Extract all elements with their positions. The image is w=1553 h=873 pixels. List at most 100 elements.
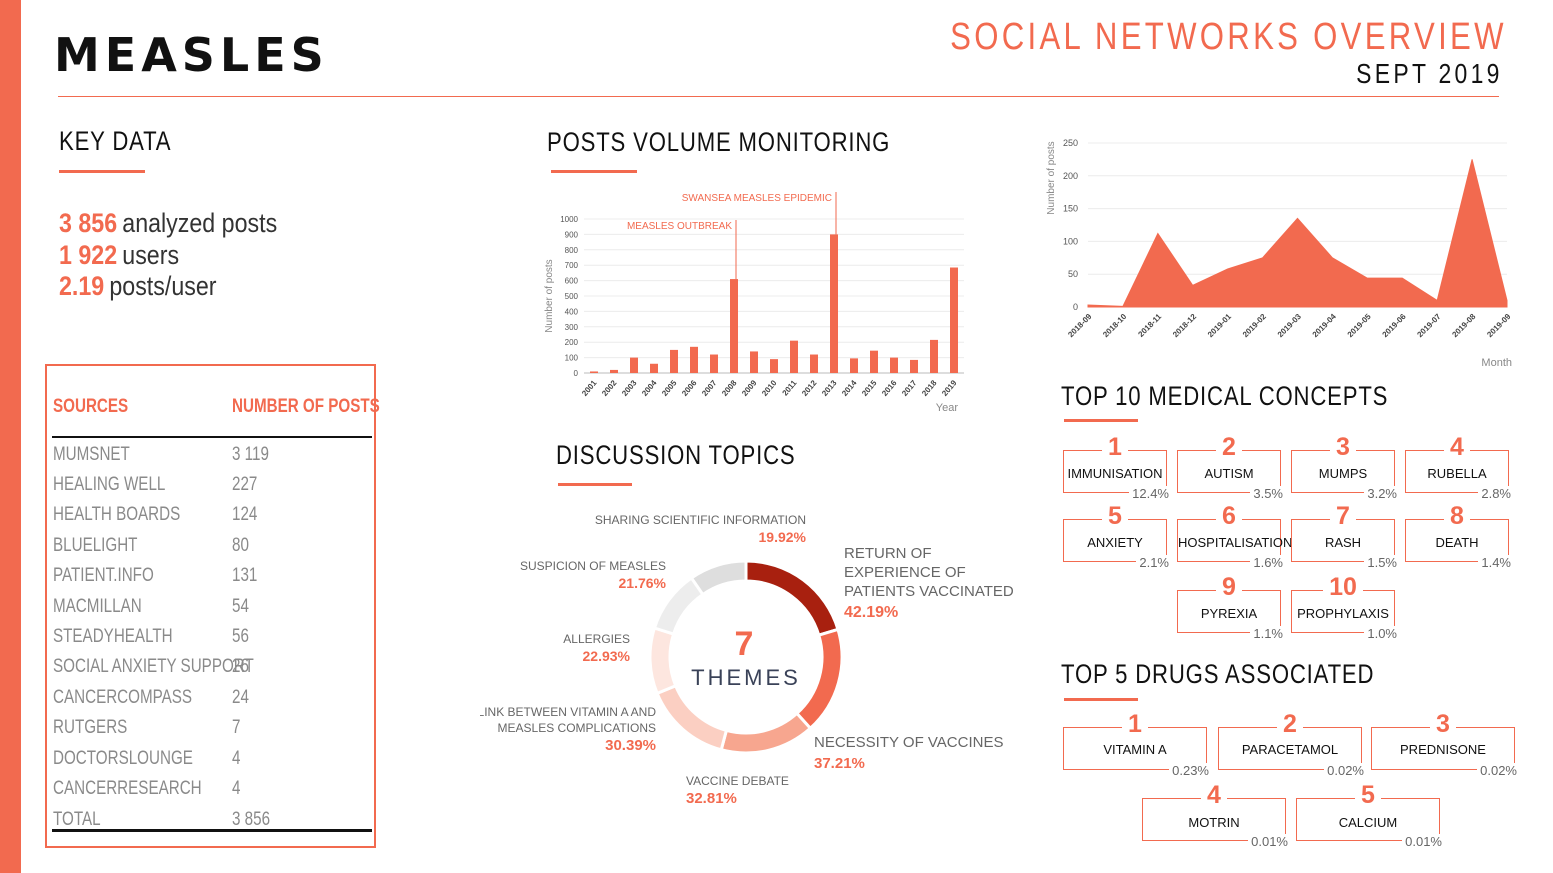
y-tick-label: 1000 bbox=[560, 215, 578, 224]
x-tick-label: 2016 bbox=[880, 378, 899, 398]
kd-value: 3 856 bbox=[59, 208, 118, 238]
table-row: STEADYHEALTH 56 bbox=[47, 622, 374, 652]
concept-rank: 9 bbox=[1216, 573, 1242, 601]
x-tick-label: 2014 bbox=[840, 378, 859, 398]
x-tick-label: 2019-06 bbox=[1381, 312, 1409, 340]
y-tick-label: 300 bbox=[565, 323, 579, 332]
x-tick-label: 2019-05 bbox=[1346, 312, 1374, 340]
bar bbox=[630, 357, 638, 373]
slice-label: EXPERIENCE OF bbox=[844, 564, 966, 581]
y-axis-label: Number of posts bbox=[544, 259, 555, 332]
y-tick-label: 700 bbox=[565, 261, 579, 270]
concept-rank: 6 bbox=[1216, 502, 1242, 530]
slice-value-label: 21.76% bbox=[619, 575, 667, 591]
discussion-topics-title: DISCUSSION TOPICS bbox=[556, 440, 796, 470]
total-count: 3 856 bbox=[232, 809, 271, 830]
x-tick-label: 2011 bbox=[780, 378, 798, 398]
source-name: HEALTH BOARDS bbox=[53, 504, 181, 525]
drug-box: 1 VITAMIN A 0.23% bbox=[1063, 710, 1212, 778]
table-row: PATIENT.INFO 131 bbox=[47, 561, 374, 591]
x-tick-label: 2019 bbox=[940, 378, 959, 398]
source-count: 24 bbox=[232, 687, 249, 708]
drug-name: PARACETAMOL bbox=[1241, 742, 1339, 757]
concept-name: MUMPS bbox=[1318, 466, 1368, 481]
donut-slice bbox=[648, 626, 678, 696]
slice-label: ALLERGIES bbox=[563, 632, 630, 646]
source-count: 3 119 bbox=[232, 444, 269, 465]
bar bbox=[870, 350, 878, 373]
concept-name: PROPHYLAXIS bbox=[1297, 606, 1389, 621]
y-tick-label: 900 bbox=[565, 230, 579, 239]
y-tick-label: 50 bbox=[1068, 269, 1078, 279]
y-tick-label: 800 bbox=[565, 246, 579, 255]
y-tick-label: 100 bbox=[1063, 236, 1078, 246]
x-tick-label: 2017 bbox=[900, 378, 919, 398]
slice-value-label: 22.93% bbox=[583, 648, 631, 664]
medical-concepts-title-rule bbox=[1064, 419, 1138, 422]
source-count: 80 bbox=[232, 535, 249, 556]
y-tick-label: 400 bbox=[565, 307, 579, 316]
drugs-title: TOP 5 DRUGS ASSOCIATED bbox=[1061, 659, 1375, 689]
drugs-title-rule bbox=[1064, 698, 1138, 701]
table-row: HEALTH BOARDS 124 bbox=[47, 500, 374, 530]
area-series bbox=[1087, 159, 1508, 308]
bar bbox=[670, 349, 678, 373]
concept-rank: 1 bbox=[1102, 433, 1128, 461]
slice-label: SHARING SCIENTIFIC INFORMATION bbox=[595, 513, 806, 527]
source-name: DOCTORSLOUNGE bbox=[53, 748, 193, 769]
concept-name: AUTISM bbox=[1204, 466, 1254, 481]
y-axis-label: Number of posts bbox=[1046, 141, 1057, 214]
y-tick-label: 150 bbox=[1063, 204, 1078, 214]
concept-pct: 2.8% bbox=[1478, 486, 1514, 501]
kd-value: 1 922 bbox=[59, 240, 118, 270]
slice-label: LINK BETWEEN VITAMIN A AND bbox=[480, 705, 656, 719]
bar bbox=[950, 267, 958, 373]
concept-rank: 4 bbox=[1444, 433, 1470, 461]
drug-box: 3 PREDNISONE 0.02% bbox=[1371, 710, 1520, 778]
source-count: 54 bbox=[232, 596, 249, 617]
slice-label: NECESSITY OF VACCINES bbox=[814, 734, 1004, 751]
annotation-label: MEASLES OUTBREAK bbox=[627, 221, 732, 232]
bar bbox=[750, 351, 758, 373]
donut-slice bbox=[655, 683, 729, 752]
concept-name: PYREXIA bbox=[1200, 606, 1258, 621]
concept-rank: 10 bbox=[1323, 573, 1363, 601]
table-row: HEALING WELL 227 bbox=[47, 470, 374, 500]
concept-pct: 3.5% bbox=[1250, 486, 1286, 501]
table-row: MUMSNET 3 119 bbox=[47, 440, 374, 470]
bar bbox=[690, 346, 698, 373]
bar bbox=[650, 363, 658, 373]
slice-value-label: 42.19% bbox=[844, 604, 898, 621]
bar bbox=[910, 359, 918, 373]
x-axis-label: Month bbox=[1481, 357, 1512, 369]
x-tick-label: 2005 bbox=[660, 378, 679, 398]
source-name: RUTGERS bbox=[53, 717, 128, 738]
drug-pct: 0.01% bbox=[1248, 834, 1291, 849]
drug-pct: 0.02% bbox=[1324, 763, 1367, 778]
x-tick-label: 2007 bbox=[700, 378, 719, 398]
y-tick-label: 600 bbox=[565, 277, 579, 286]
drug-rank: 5 bbox=[1355, 781, 1381, 809]
x-tick-label: 2008 bbox=[720, 378, 739, 398]
x-tick-label: 2018-11 bbox=[1136, 312, 1163, 339]
source-count: 4 bbox=[232, 778, 241, 799]
bar bbox=[830, 234, 838, 373]
x-tick-label: 2018-10 bbox=[1101, 312, 1129, 340]
drug-rank: 1 bbox=[1122, 710, 1148, 738]
y-tick-label: 250 bbox=[1063, 138, 1078, 148]
table-footer-rule bbox=[52, 829, 372, 832]
donut-center-label: THEMES bbox=[691, 665, 801, 690]
concept-box: 9 PYREXIA 1.1% bbox=[1177, 573, 1286, 641]
source-count: 124 bbox=[232, 504, 258, 525]
drug-name: MOTRIN bbox=[1188, 815, 1240, 830]
table-row: MACMILLAN 54 bbox=[47, 592, 374, 622]
bar bbox=[590, 371, 598, 373]
concept-rank: 2 bbox=[1216, 433, 1242, 461]
kd-value: 2.19 bbox=[59, 271, 105, 301]
slice-value-label: 30.39% bbox=[605, 737, 656, 754]
x-tick-label: 2018 bbox=[920, 378, 939, 398]
source-count: 131 bbox=[232, 565, 258, 586]
concept-pct: 1.4% bbox=[1478, 555, 1514, 570]
table-row: CANCERCOMPASS 24 bbox=[47, 683, 374, 713]
